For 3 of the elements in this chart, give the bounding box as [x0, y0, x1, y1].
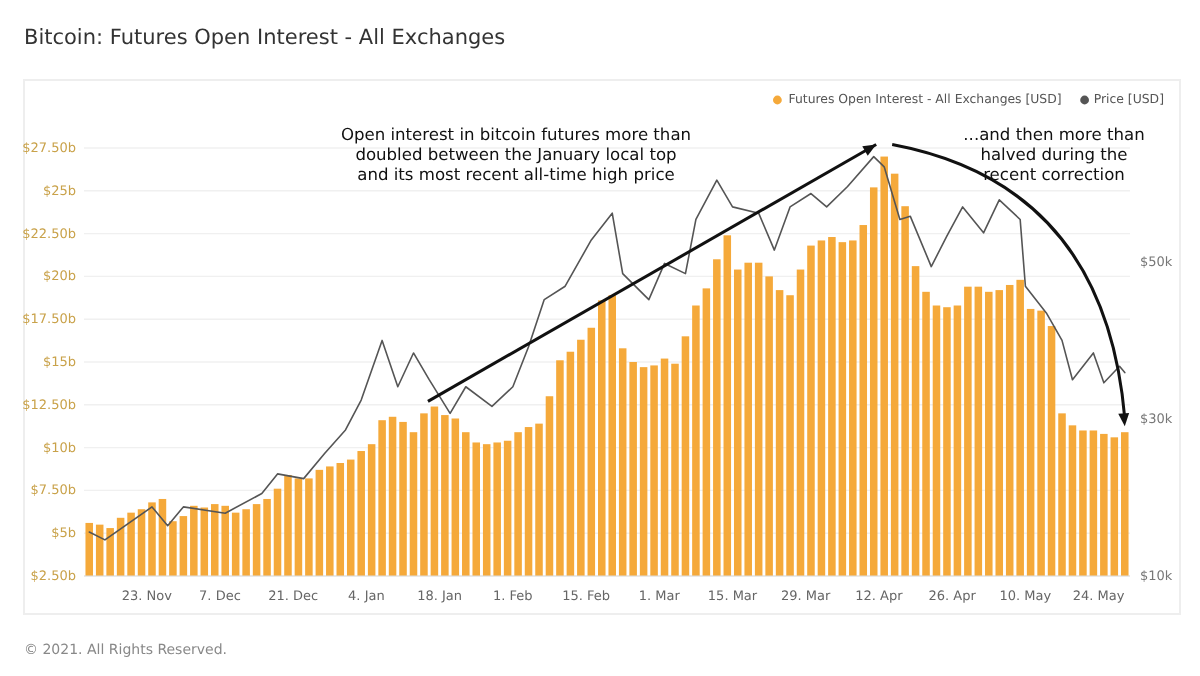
- annotation: ...and then more than halved during the recent correction: [963, 124, 1145, 184]
- chart-title: Bitcoin: Futures Open Interest - All Exchanges: [24, 26, 506, 50]
- annotation: Open interest in bitcoin futures more than doubled between the January local top and its most recent all-time high price: [340, 124, 692, 184]
